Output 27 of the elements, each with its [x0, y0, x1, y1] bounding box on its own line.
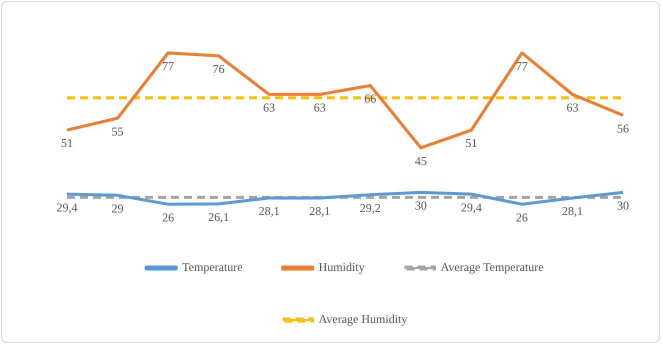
data-label: 51: [61, 136, 73, 150]
data-label: 26: [162, 210, 174, 224]
data-label: 77: [516, 59, 528, 74]
data-label: 29,2: [360, 200, 381, 215]
data-label: 26,1: [208, 210, 230, 224]
legend-label: Average Humidity: [318, 312, 408, 326]
legend-label: Temperature: [182, 260, 243, 274]
data-label: 76: [212, 62, 225, 76]
data-label: 26: [516, 210, 528, 224]
data-label: 29,4: [56, 200, 78, 214]
data-label: 29: [112, 201, 124, 216]
data-label: 77: [162, 59, 174, 74]
data-label: 63: [263, 100, 276, 115]
data-label: 28,1: [562, 204, 583, 218]
data-label: 29,4: [460, 200, 482, 214]
data-label: 45: [414, 154, 427, 168]
data-label: 30: [617, 198, 629, 212]
data-label: 28,1: [309, 204, 330, 218]
data-label: 55: [112, 124, 124, 138]
data-label: 51: [465, 136, 478, 150]
data-label: 30: [414, 198, 427, 212]
data-label: 28,1: [258, 204, 280, 218]
data-label: 63: [566, 100, 578, 115]
legend-label: Humidity: [318, 260, 365, 274]
data-label: 56: [617, 121, 629, 136]
data-label: 63: [314, 100, 326, 115]
legend-label: Average Temperature: [440, 260, 544, 274]
